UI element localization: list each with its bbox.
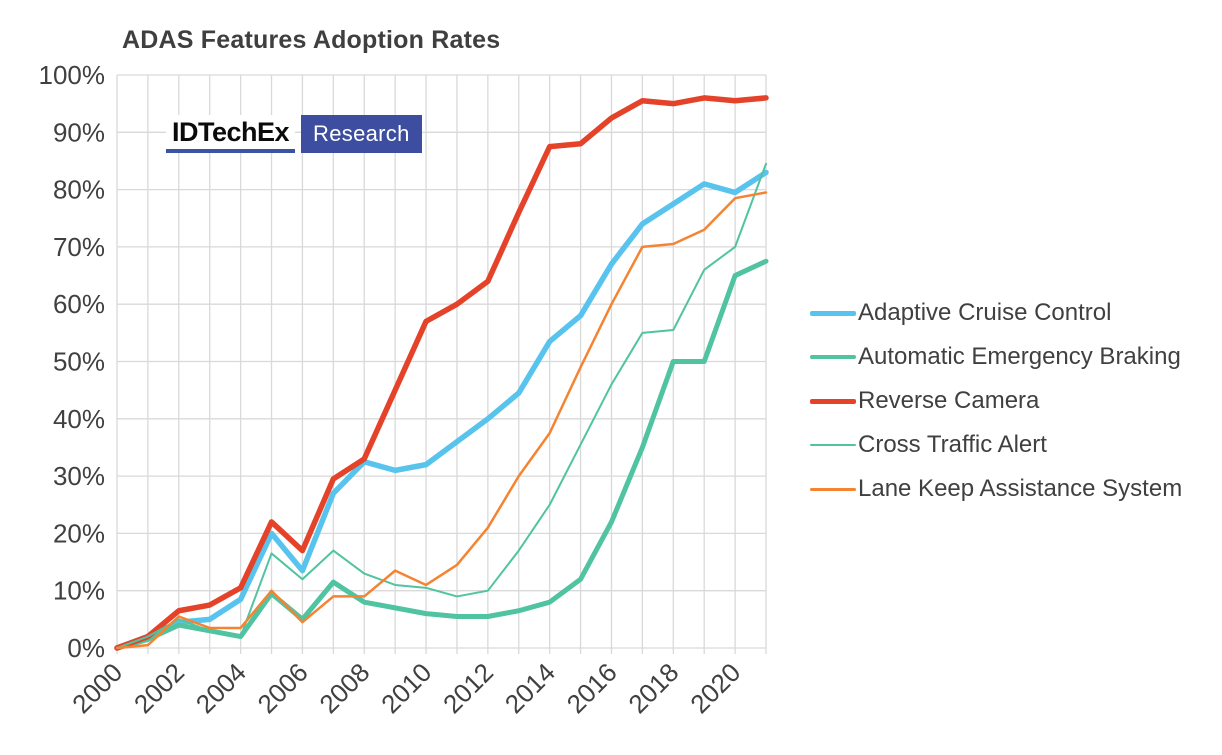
y-axis-tick-label: 50% [53, 347, 105, 377]
x-axis-tick-label: 2016 [561, 657, 623, 719]
x-axis-tick-label: 2004 [190, 657, 252, 719]
series-line-lane-keep-assistance-system [115, 191, 768, 650]
legend-item-lane-keep-assistance-system: Lane Keep Assistance System [810, 467, 1182, 511]
legend-label: Adaptive Cruise Control [858, 299, 1112, 326]
idtechex-logo-research-badge: Research [301, 115, 422, 153]
legend-item-cross-traffic-alert: Cross Traffic Alert [810, 423, 1182, 467]
x-axis-tick-label: 2012 [437, 657, 499, 719]
y-axis-tick-label: 40% [53, 404, 105, 434]
legend-line-swatch [810, 310, 856, 316]
legend-line-swatch [810, 487, 856, 491]
x-axis-tick-label: 2020 [684, 657, 746, 719]
series-line-reverse-camera [114, 95, 769, 651]
legend-label: Automatic Emergency Braking [858, 343, 1181, 370]
legend-item-adaptive-cruise-control: Adaptive Cruise Control [810, 291, 1182, 335]
legend-line-swatch [810, 355, 856, 359]
y-axis-tick-label: 0% [67, 633, 105, 663]
x-axis-tick-label: 2002 [128, 657, 190, 719]
y-axis-tick-label: 90% [53, 117, 105, 147]
x-axis-tick-label: 2010 [375, 657, 437, 719]
idtechex-logo: IDTechEx Research [166, 115, 422, 153]
y-axis-tick-label: 60% [53, 289, 105, 319]
y-axis-tick-label: 30% [53, 461, 105, 491]
legend-line-swatch [810, 398, 856, 404]
y-axis-tick-label: 10% [53, 576, 105, 606]
legend-label: Reverse Camera [858, 387, 1040, 414]
y-axis-tick-label: 20% [53, 518, 105, 548]
x-axis-tick-label: 2018 [622, 657, 684, 719]
x-axis-tick-label: 2000 [66, 657, 128, 719]
y-axis-tick-label: 80% [53, 175, 105, 205]
idtechex-logo-brand: IDTechEx [166, 115, 296, 153]
x-axis-tick-label: 2014 [499, 657, 561, 719]
x-axis-tick-label: 2008 [313, 657, 375, 719]
chart-title: ADAS Features Adoption Rates [122, 26, 501, 54]
series-line-cross-traffic-alert [116, 162, 767, 649]
legend-label: Lane Keep Assistance System [858, 475, 1183, 502]
chart-legend: Adaptive Cruise Control Automatic Emergen… [810, 291, 1182, 511]
series-line-adaptive-cruise-control [114, 169, 769, 651]
y-axis-tick-label: 70% [53, 232, 105, 262]
y-axis-tick-label: 100% [39, 60, 106, 90]
legend-item-reverse-camera: Reverse Camera [810, 379, 1182, 423]
legend-label: Cross Traffic Alert [858, 431, 1047, 458]
legend-item-automatic-emergency-braking: Automatic Emergency Braking [810, 335, 1182, 379]
legend-line-swatch [810, 444, 856, 446]
x-axis-tick-label: 2006 [252, 657, 314, 719]
